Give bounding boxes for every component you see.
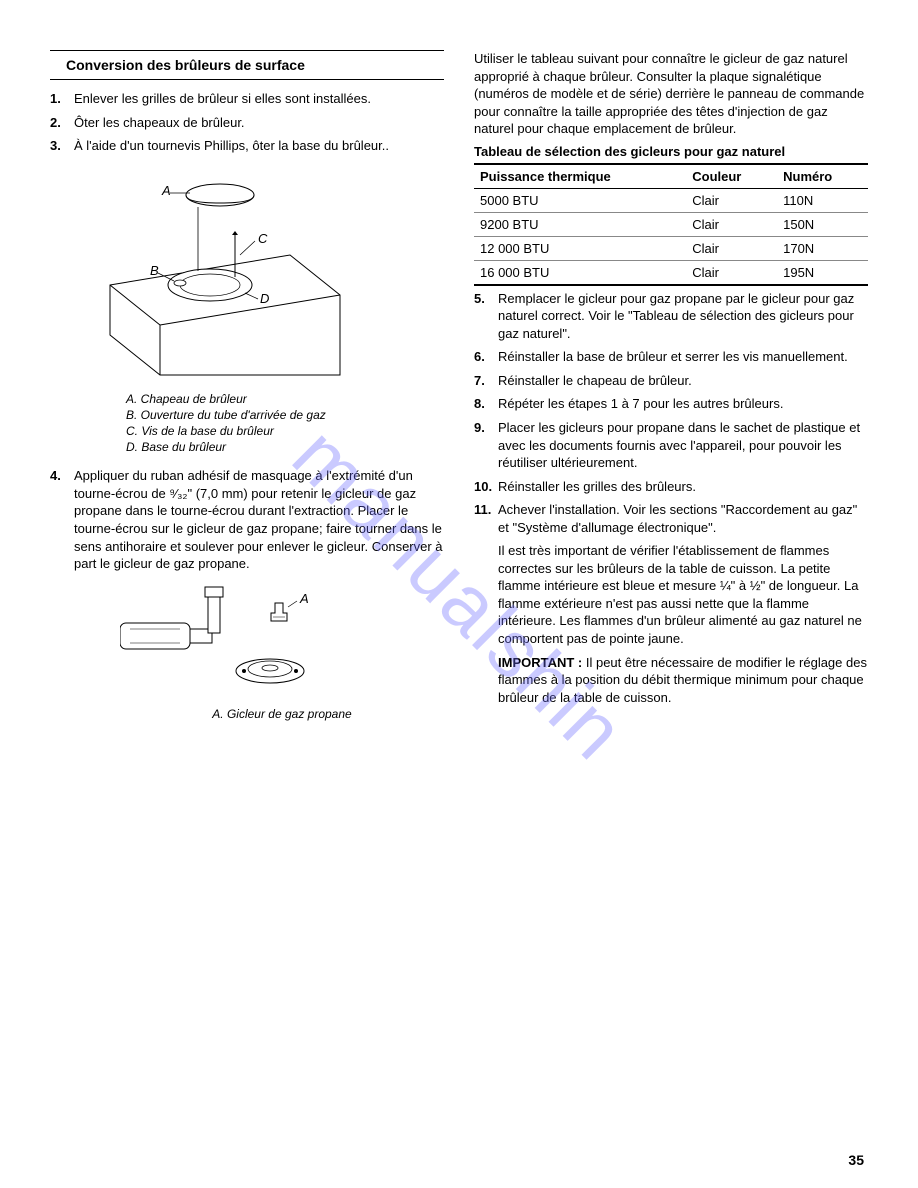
table-header: Numéro bbox=[777, 164, 868, 189]
table-row: 9200 BTU Clair 150N bbox=[474, 212, 868, 236]
caption-line: B. Ouverture du tube d'arrivée de gaz bbox=[126, 407, 444, 423]
step-7: Réinstaller le chapeau de brûleur. bbox=[474, 372, 868, 390]
step-text: Enlever les grilles de brûleur si elles … bbox=[74, 90, 444, 108]
table-cell: Clair bbox=[686, 212, 777, 236]
fig2-label-a: A bbox=[299, 591, 309, 606]
step-text: Répéter les étapes 1 à 7 pour les autres… bbox=[498, 395, 868, 413]
steps-list-3: Remplacer le gicleur pour gaz propane pa… bbox=[474, 290, 868, 706]
table-cell: Clair bbox=[686, 236, 777, 260]
step-10: Réinstaller les grilles des brûleurs. bbox=[474, 478, 868, 496]
table-cell: 110N bbox=[777, 188, 868, 212]
step-text: Ôter les chapeaux de brûleur. bbox=[74, 114, 444, 132]
figure1-caption: A. Chapeau de brûleur B. Ouverture du tu… bbox=[126, 391, 444, 456]
table-cell: 150N bbox=[777, 212, 868, 236]
steps-list-2: Appliquer du ruban adhésif de masquage à… bbox=[50, 467, 444, 572]
orifice-table: Puissance thermique Couleur Numéro 5000 … bbox=[474, 163, 868, 286]
important-label: IMPORTANT : bbox=[498, 655, 582, 670]
caption-line: D. Base du brûleur bbox=[126, 439, 444, 455]
step-3: À l'aide d'un tournevis Phillips, ôter l… bbox=[50, 137, 444, 155]
step-text: Réinstaller les grilles des brûleurs. bbox=[498, 478, 868, 496]
step-text: Réinstaller le chapeau de brûleur. bbox=[498, 372, 868, 390]
step-text: À l'aide d'un tournevis Phillips, ôter l… bbox=[74, 137, 444, 155]
left-column: Conversion des brûleurs de surface Enlev… bbox=[50, 50, 444, 727]
fig1-label-c: C bbox=[258, 231, 268, 246]
fig1-label-d: D bbox=[260, 291, 269, 306]
fig1-label-b: B bbox=[150, 263, 159, 278]
step-11-main: Achever l'installation. Voir les section… bbox=[498, 502, 857, 535]
section-header: Conversion des brûleurs de surface bbox=[50, 50, 444, 80]
step-text: Remplacer le gicleur pour gaz propane pa… bbox=[498, 290, 868, 343]
table-cell: 170N bbox=[777, 236, 868, 260]
table-header-row: Puissance thermique Couleur Numéro bbox=[474, 164, 868, 189]
table-cell: 9200 BTU bbox=[474, 212, 686, 236]
table-row: 5000 BTU Clair 110N bbox=[474, 188, 868, 212]
step-8: Répéter les étapes 1 à 7 pour les autres… bbox=[474, 395, 868, 413]
table-cell: Clair bbox=[686, 188, 777, 212]
step-6: Réinstaller la base de brûleur et serrer… bbox=[474, 348, 868, 366]
step-text: Placer les gicleurs pour propane dans le… bbox=[498, 419, 868, 472]
caption-line: A. Chapeau de brûleur bbox=[126, 391, 444, 407]
step-2: Ôter les chapeaux de brûleur. bbox=[50, 114, 444, 132]
step-11: Achever l'installation. Voir les section… bbox=[474, 501, 868, 706]
table-cell: Clair bbox=[686, 260, 777, 285]
important-note: IMPORTANT : Il peut être nécessaire de m… bbox=[498, 654, 868, 707]
step-text: Réinstaller la base de brûleur et serrer… bbox=[498, 348, 868, 366]
table-row: 12 000 BTU Clair 170N bbox=[474, 236, 868, 260]
table-header: Puissance thermique bbox=[474, 164, 686, 189]
step-5: Remplacer le gicleur pour gaz propane pa… bbox=[474, 290, 868, 343]
intro-paragraph: Utiliser le tableau suivant pour connaît… bbox=[474, 50, 868, 138]
fig1-label-a: A bbox=[161, 183, 171, 198]
table-cell: 5000 BTU bbox=[474, 188, 686, 212]
figure-burner-diagram: A B C D bbox=[90, 165, 444, 385]
step-11-subpara: Il est très important de vérifier l'étab… bbox=[498, 542, 868, 647]
table-cell: 16 000 BTU bbox=[474, 260, 686, 285]
right-column: Utiliser le tableau suivant pour connaît… bbox=[474, 50, 868, 727]
table-header: Couleur bbox=[686, 164, 777, 189]
two-column-layout: Conversion des brûleurs de surface Enlev… bbox=[50, 50, 868, 727]
step-text: Appliquer du ruban adhésif de masquage à… bbox=[74, 467, 444, 572]
step-1: Enlever les grilles de brûleur si elles … bbox=[50, 90, 444, 108]
step-9: Placer les gicleurs pour propane dans le… bbox=[474, 419, 868, 472]
step-4: Appliquer du ruban adhésif de masquage à… bbox=[50, 467, 444, 572]
table-cell: 12 000 BTU bbox=[474, 236, 686, 260]
step-text: Achever l'installation. Voir les section… bbox=[498, 501, 868, 706]
steps-list-1: Enlever les grilles de brûleur si elles … bbox=[50, 90, 444, 155]
table-title: Tableau de sélection des gicleurs pour g… bbox=[474, 144, 868, 159]
figure2-caption: A. Gicleur de gaz propane bbox=[120, 707, 444, 721]
page-number: 35 bbox=[848, 1152, 864, 1168]
table-cell: 195N bbox=[777, 260, 868, 285]
caption-line: C. Vis de la base du brûleur bbox=[126, 423, 444, 439]
figure-orifice-diagram: A A. Gicleur de gaz propane bbox=[120, 583, 444, 721]
table-row: 16 000 BTU Clair 195N bbox=[474, 260, 868, 285]
